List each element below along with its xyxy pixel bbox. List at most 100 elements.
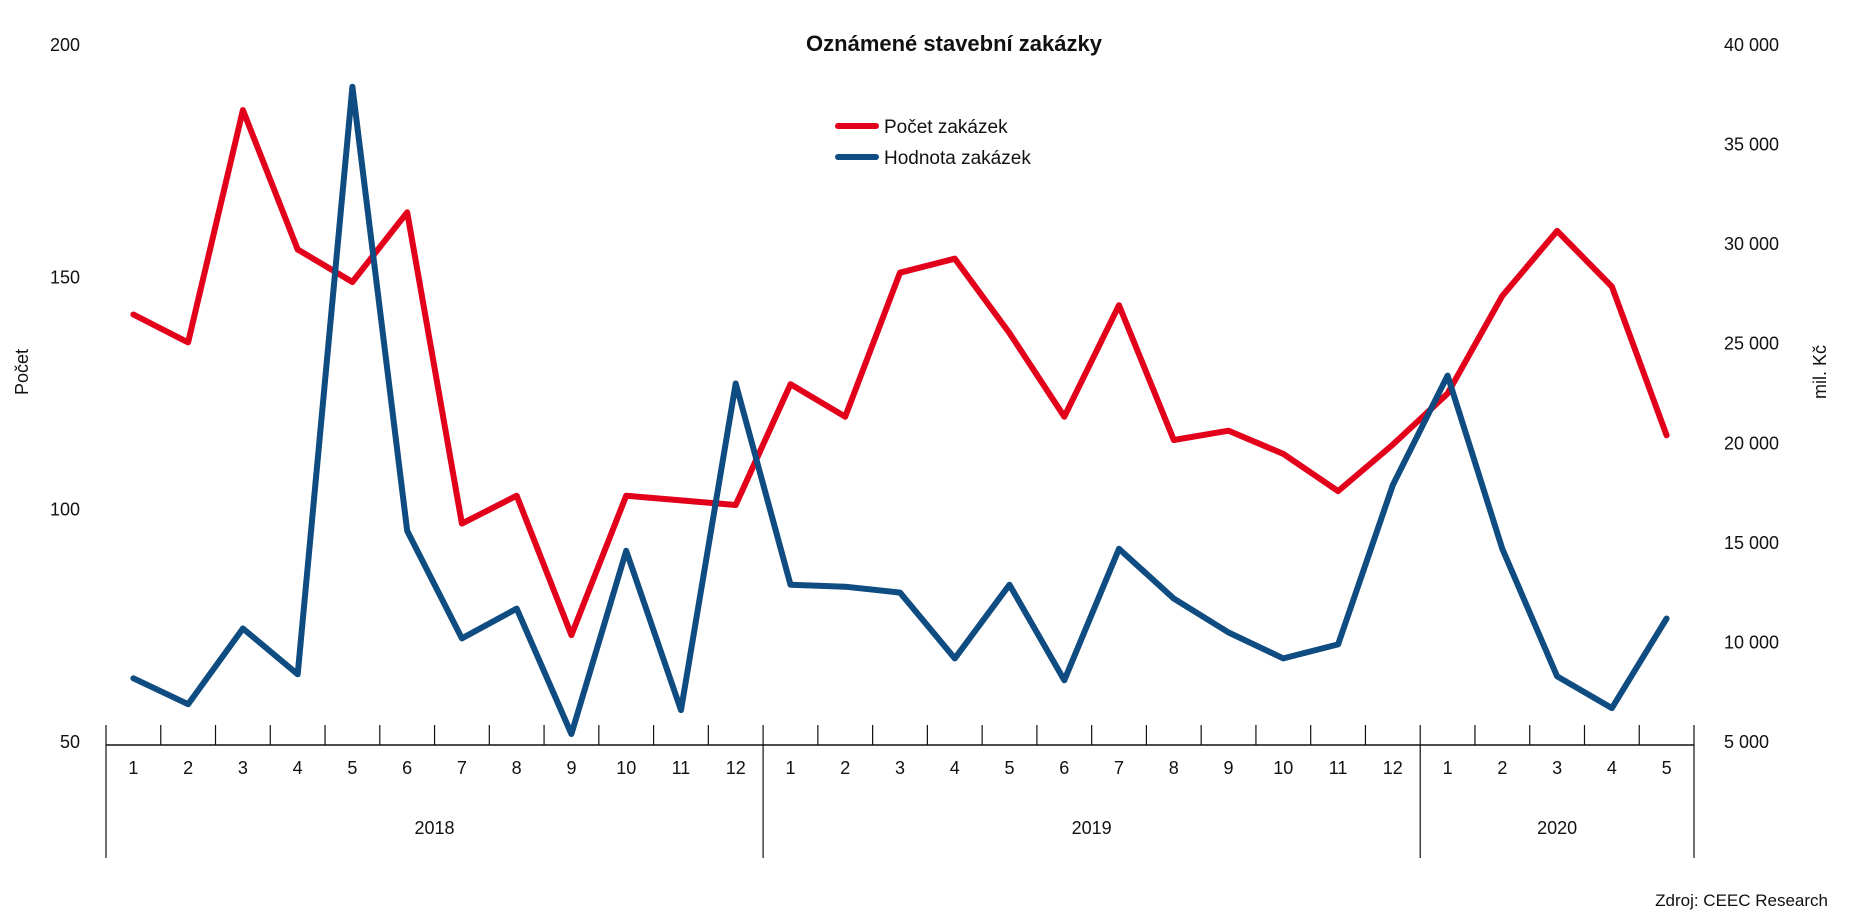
data-point-pocet: [1445, 391, 1451, 396]
data-point-hodnota: [623, 548, 629, 554]
left-axis-ticks: 200 150 100 50: [50, 35, 80, 752]
month-label: 7: [1114, 758, 1124, 778]
data-point-hodnota: [1061, 677, 1067, 683]
data-point-pocet: [514, 493, 520, 499]
data-point-hodnota: [404, 528, 410, 534]
data-point-hodnota: [1609, 705, 1615, 711]
series-line-hodnota: [130, 83, 1670, 737]
data-point-hodnota: [1226, 629, 1232, 635]
month-label: 3: [238, 758, 248, 778]
month-label: 12: [726, 758, 746, 778]
month-label: 2: [1497, 758, 1507, 778]
right-tick-label: 40 000: [1724, 35, 1779, 55]
data-point-pocet: [240, 107, 246, 113]
data-point-pocet: [678, 497, 684, 503]
data-point-hodnota: [1554, 673, 1560, 679]
right-tick-label: 30 000: [1724, 234, 1779, 254]
month-label: 8: [1169, 758, 1179, 778]
left-tick-label: 200: [50, 35, 80, 55]
month-label: 9: [566, 758, 576, 778]
data-point-pocet: [295, 246, 301, 252]
month-label: 10: [1273, 758, 1293, 778]
data-point-hodnota: [787, 582, 793, 588]
data-point-pocet: [185, 339, 191, 345]
data-point-pocet: [568, 632, 574, 638]
data-point-pocet: [733, 502, 739, 508]
right-tick-label: 35 000: [1724, 135, 1779, 155]
month-label: 3: [1552, 758, 1562, 778]
data-point-hodnota: [514, 606, 520, 612]
data-point-pocet: [130, 312, 136, 318]
left-axis-title: Počet: [12, 349, 32, 395]
data-point-pocet: [842, 414, 848, 420]
data-point-hodnota: [1390, 482, 1396, 488]
month-label: 1: [785, 758, 795, 778]
data-point-hodnota: [568, 731, 574, 737]
data-point-hodnota: [733, 381, 739, 387]
data-point-hodnota: [349, 84, 355, 90]
data-point-hodnota: [897, 590, 903, 596]
data-point-pocet: [1226, 428, 1232, 434]
month-label: 4: [950, 758, 960, 778]
data-point-hodnota: [1171, 596, 1177, 602]
data-point-pocet: [349, 279, 355, 285]
data-point-hodnota: [1499, 546, 1505, 552]
data-point-pocet: [897, 270, 903, 276]
data-point-pocet: [787, 381, 793, 387]
month-label: 4: [1607, 758, 1617, 778]
data-point-pocet: [1499, 293, 1505, 299]
data-point-pocet: [1390, 442, 1396, 448]
data-point-hodnota: [295, 671, 301, 677]
month-label: 11: [672, 758, 691, 778]
month-label: 10: [616, 758, 636, 778]
data-point-hodnota: [130, 675, 136, 681]
source-note: Zdroj: CEEC Research: [1655, 891, 1828, 910]
data-point-hodnota: [1116, 546, 1122, 552]
data-point-pocet: [952, 256, 958, 262]
month-label: 4: [293, 758, 303, 778]
legend-label-hodnota: Hodnota zakázek: [884, 148, 1031, 169]
month-label: 6: [402, 758, 412, 778]
legend: Počet zakázek Hodnota zakázek: [835, 117, 1031, 169]
month-label: 2: [183, 758, 193, 778]
data-point-hodnota: [1280, 655, 1286, 661]
month-label: 5: [347, 758, 357, 778]
month-label: 12: [1383, 758, 1403, 778]
month-label: 7: [457, 758, 467, 778]
left-tick-label: 100: [50, 500, 80, 520]
data-point-pocet: [1280, 451, 1286, 457]
data-point-hodnota: [1007, 582, 1013, 588]
right-axis-ticks: 40 000 35 000 30 000 25 000 20 000 15 000 10 0…: [1724, 35, 1779, 752]
month-label: 1: [1443, 758, 1453, 778]
left-tick-label: 150: [50, 267, 80, 287]
month-label: 5: [1005, 758, 1015, 778]
data-point-hodnota: [952, 655, 958, 661]
data-point-pocet: [1171, 437, 1177, 443]
right-tick-label: 20 000: [1724, 433, 1779, 453]
left-tick-label: 50: [60, 732, 80, 752]
data-point-hodnota: [678, 707, 684, 713]
data-point-hodnota: [240, 625, 246, 631]
right-tick-label: 25 000: [1724, 334, 1779, 354]
data-point-pocet: [1061, 414, 1067, 420]
month-label: 6: [1059, 758, 1069, 778]
right-tick-label: 10 000: [1724, 632, 1779, 652]
month-label: 2: [840, 758, 850, 778]
data-point-pocet: [1664, 432, 1670, 438]
month-label: 3: [895, 758, 905, 778]
data-point-hodnota: [842, 584, 848, 590]
series-lines: [130, 83, 1670, 737]
data-point-pocet: [1007, 330, 1013, 336]
right-axis-title: mil. Kč: [1810, 345, 1830, 399]
month-label: 11: [1329, 758, 1348, 778]
right-tick-label: 15 000: [1724, 533, 1779, 553]
chart-title: Oznámené stavební zakázky: [806, 31, 1103, 56]
data-point-pocet: [1116, 302, 1122, 308]
year-label: 2018: [415, 818, 455, 838]
data-point-hodnota: [1664, 616, 1670, 622]
month-label: 8: [512, 758, 522, 778]
data-point-hodnota: [185, 701, 191, 707]
data-point-pocet: [459, 521, 465, 527]
data-point-pocet: [623, 493, 629, 499]
